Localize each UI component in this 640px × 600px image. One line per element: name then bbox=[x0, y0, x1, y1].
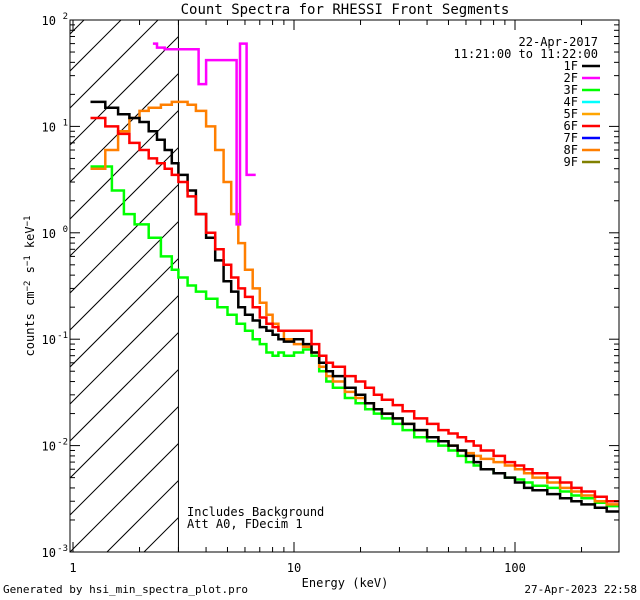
y-tick-label: 10-2 bbox=[42, 438, 68, 454]
series-8f bbox=[90, 100, 619, 506]
hatch-mask bbox=[178, 20, 619, 552]
legend-label-4f: 4F bbox=[564, 95, 578, 109]
chart-title: Count Spectra for RHESSI Front Segments bbox=[181, 2, 510, 18]
annotation-background-note: Includes Background bbox=[187, 505, 324, 519]
hatch-line bbox=[70, 20, 196, 146]
annotation-date: 22-Apr-2017 bbox=[519, 35, 598, 49]
x-tick-label: 1 bbox=[69, 561, 76, 575]
legend-label-2f: 2F bbox=[564, 71, 578, 85]
y-axis-label: counts cm−2 s−1 keV−1 bbox=[23, 216, 37, 357]
y-tick-label: 10 0 bbox=[42, 225, 68, 241]
hatch-line bbox=[625, 0, 640, 552]
annotations: 22-Apr-2017 11:21:00 to 11:22:00 Include… bbox=[187, 35, 598, 531]
y-tick-label: 10-1 bbox=[42, 331, 68, 347]
legend-label-3f: 3F bbox=[564, 83, 578, 97]
series-layer bbox=[90, 42, 619, 513]
x-tick-label: 100 bbox=[504, 561, 526, 575]
legend-label-6f: 6F bbox=[564, 119, 578, 133]
x-axis-label: Energy (keV) bbox=[302, 576, 389, 590]
annotation-attenuator-note: Att A0, FDecim 1 bbox=[187, 517, 303, 531]
background-hatch-region bbox=[0, 0, 640, 552]
footer-timestamp: 27-Apr-2023 22:58 bbox=[524, 583, 637, 596]
hatch-line bbox=[70, 20, 122, 72]
hatch-line bbox=[0, 0, 115, 552]
hatch-line bbox=[70, 20, 159, 109]
x-tick-label: 10 bbox=[287, 561, 301, 575]
legend-label-7f: 7F bbox=[564, 131, 578, 145]
y-tick-label: 10 2 bbox=[42, 12, 68, 28]
y-tick-label: 10 1 bbox=[42, 118, 68, 134]
series-2f bbox=[152, 42, 256, 226]
annotation-time-range: 11:21:00 to 11:22:00 bbox=[454, 47, 599, 61]
plot-frame bbox=[69, 19, 620, 553]
series-6f bbox=[90, 116, 619, 503]
legend-label-5f: 5F bbox=[564, 107, 578, 121]
legend-label-1f: 1F bbox=[564, 59, 578, 73]
hatch-line bbox=[0, 0, 78, 552]
y-tick-label: 10-3 bbox=[42, 544, 68, 560]
series-1f bbox=[90, 100, 619, 513]
footer-generated-by: Generated by hsi_min_spectra_plot.pro bbox=[3, 583, 249, 596]
legend-label-9f: 9F bbox=[564, 155, 578, 169]
legend-label-8f: 8F bbox=[564, 143, 578, 157]
